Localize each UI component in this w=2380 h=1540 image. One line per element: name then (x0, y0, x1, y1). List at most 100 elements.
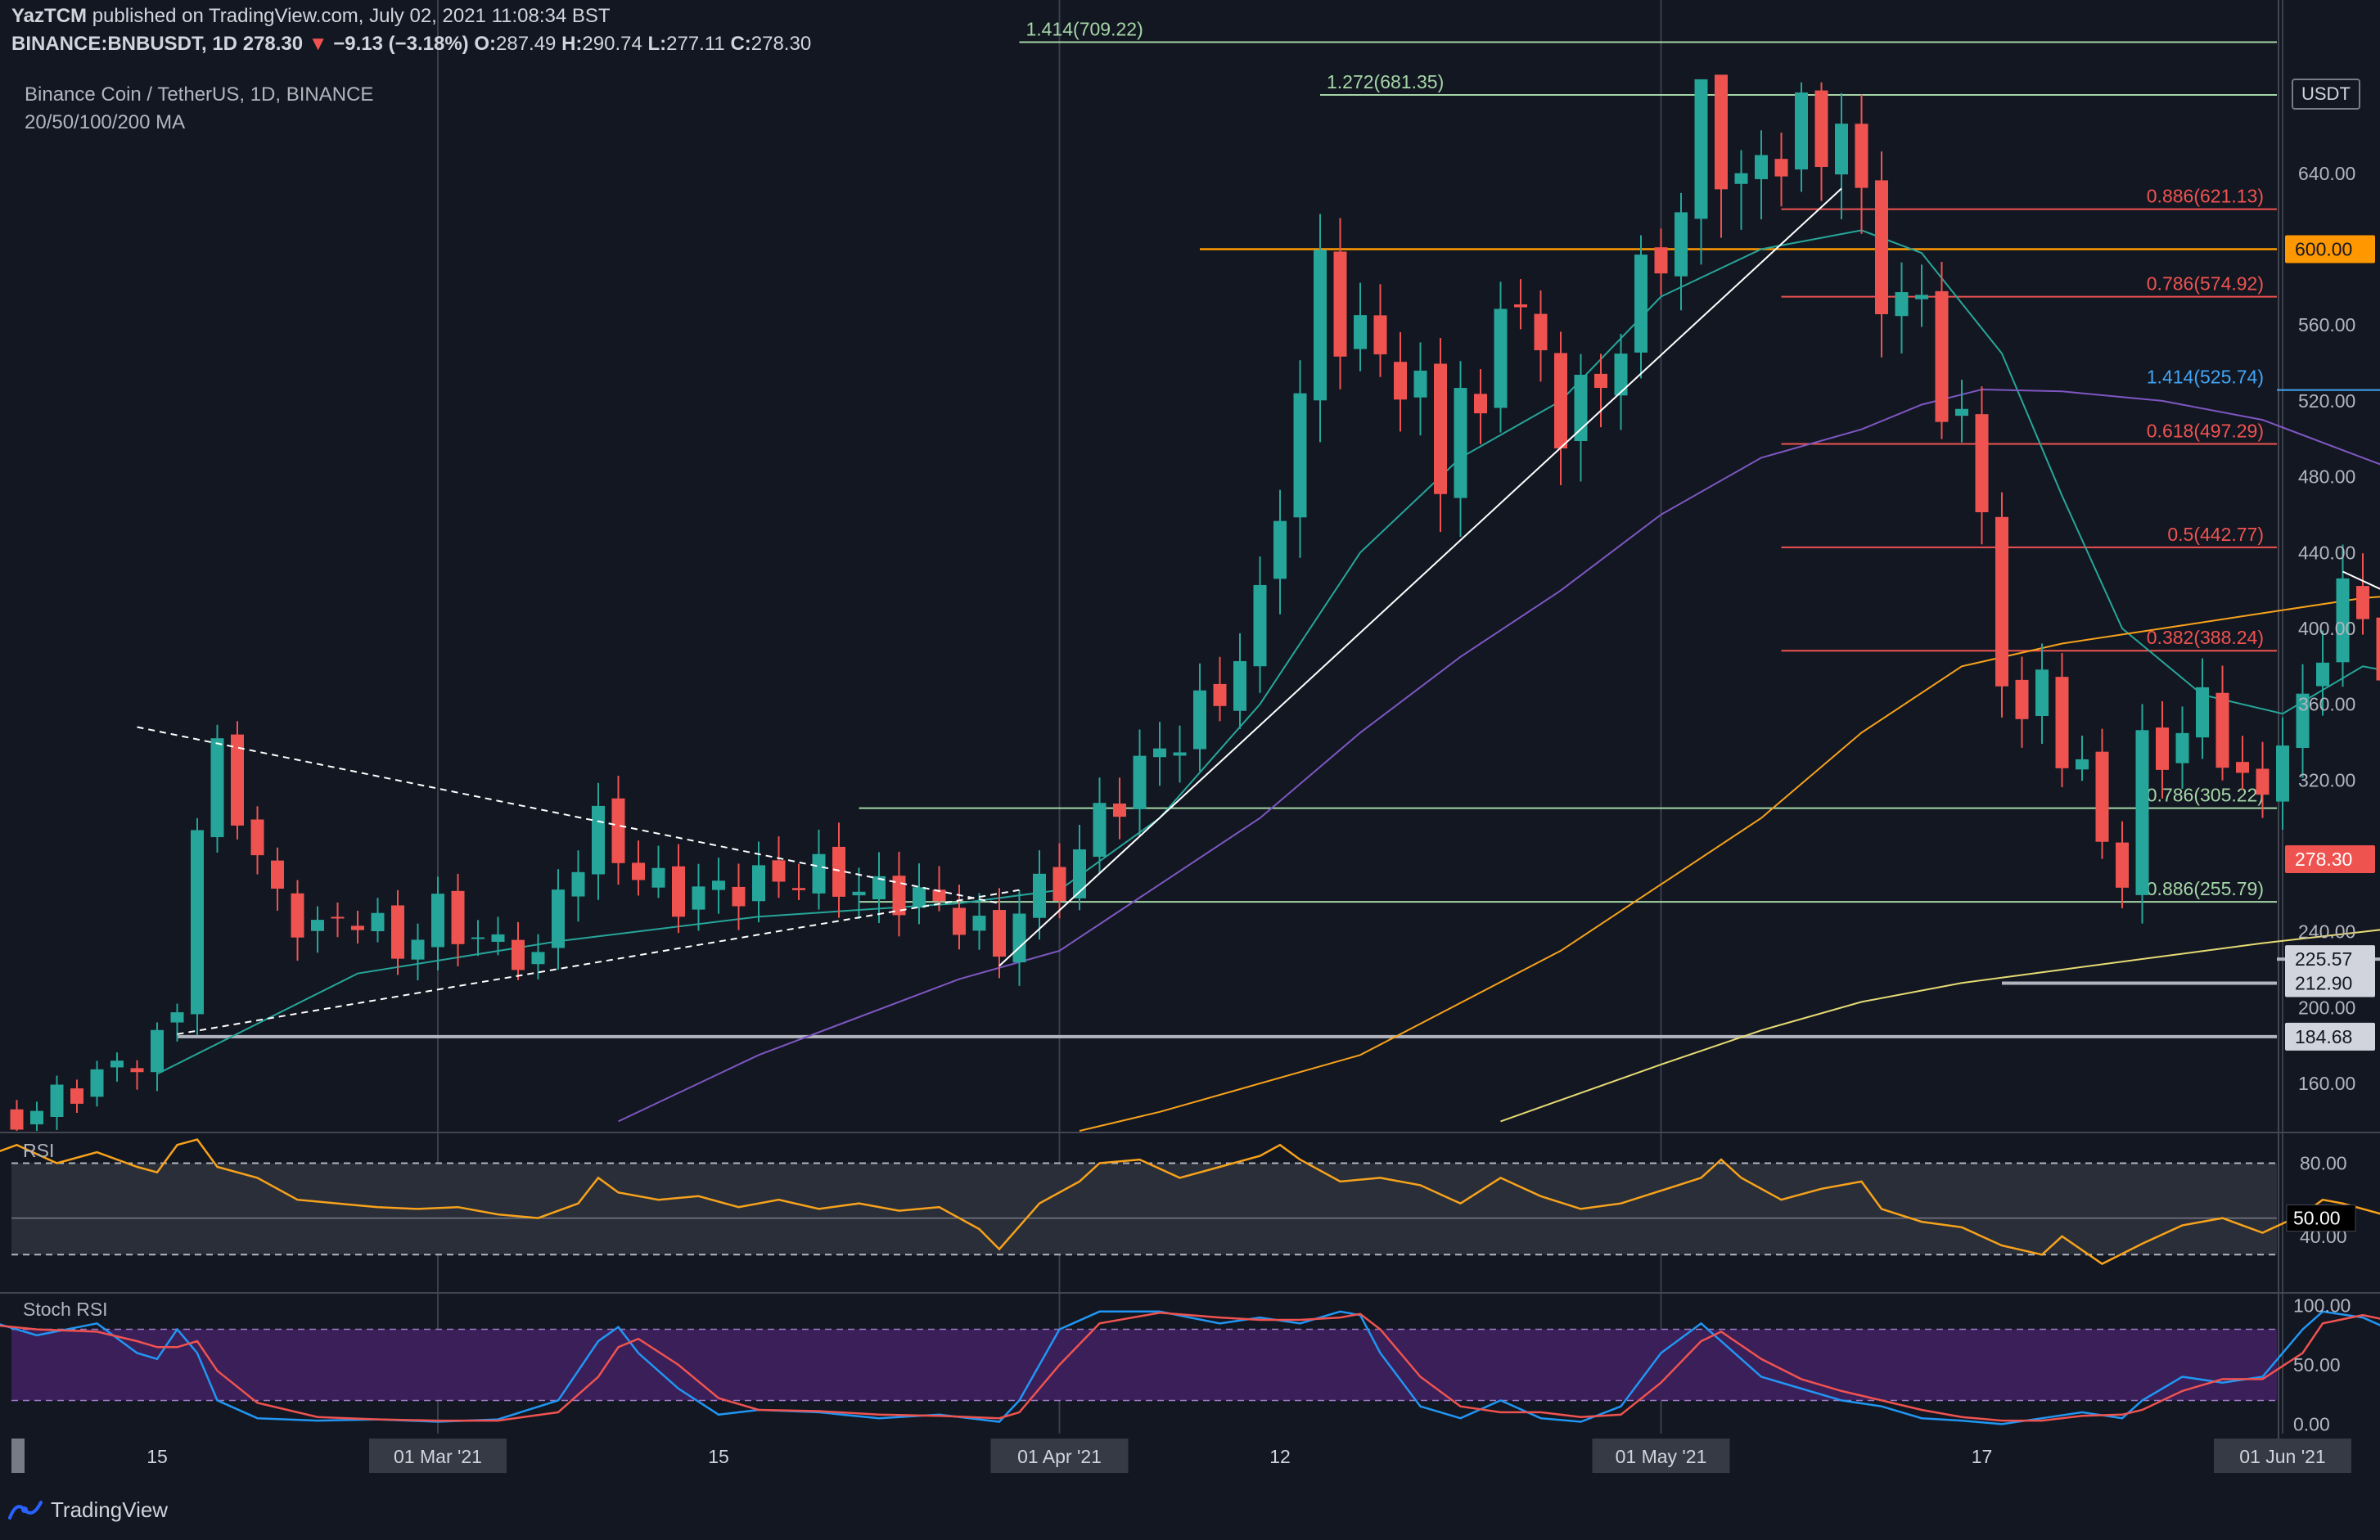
candle-body[interactable] (2376, 617, 2380, 681)
candle-body[interactable] (1293, 393, 1307, 518)
trendline[interactable] (177, 889, 1020, 1035)
candle-body[interactable] (2015, 679, 2029, 719)
candle[interactable] (2356, 553, 2369, 635)
candle[interactable] (2076, 735, 2089, 781)
candle-body[interactable] (1734, 173, 1748, 184)
candle-body[interactable] (271, 860, 284, 889)
candle-body[interactable] (712, 880, 725, 890)
rsi-pane[interactable]: RSI (0, 1138, 2380, 1265)
candle-body[interactable] (1935, 290, 1949, 422)
candle-body[interactable] (2296, 693, 2310, 748)
candle[interactable] (291, 880, 304, 961)
candle-body[interactable] (752, 865, 765, 902)
candle-body[interactable] (812, 853, 826, 894)
candle[interactable] (1594, 353, 1607, 428)
candle-body[interactable] (1634, 254, 1648, 353)
candle[interactable] (1995, 492, 2008, 718)
candle[interactable] (1113, 777, 1126, 840)
candle-body[interactable] (2276, 745, 2289, 802)
candle[interactable] (271, 847, 284, 911)
candle[interactable] (491, 916, 505, 956)
tradingview-logo[interactable]: TradingView (8, 1489, 168, 1530)
candle-body[interactable] (1333, 251, 1347, 357)
candle-body[interactable] (2076, 759, 2089, 770)
candle-body[interactable] (2336, 578, 2350, 663)
candle[interactable] (1955, 380, 1968, 443)
candle[interactable] (1975, 386, 1989, 545)
candle[interactable] (1053, 843, 1066, 919)
candle[interactable] (2256, 741, 2270, 818)
candle[interactable] (1634, 235, 1648, 379)
candle[interactable] (1253, 556, 1267, 693)
candle[interactable] (151, 1022, 164, 1092)
candle-body[interactable] (1675, 212, 1688, 277)
candle-body[interactable] (1394, 362, 1407, 400)
rsi-label[interactable]: RSI (23, 1140, 54, 1161)
candle-body[interactable] (1454, 388, 1467, 498)
candle-body[interactable] (972, 916, 986, 931)
stoch-rsi-pane[interactable]: Stoch RSI (0, 1299, 2380, 1425)
candle-body[interactable] (130, 1068, 144, 1073)
candle[interactable] (451, 873, 465, 966)
candle[interactable] (1273, 489, 1287, 615)
candle[interactable] (1715, 74, 1728, 238)
indicator-legend[interactable]: 20/50/100/200 MA (25, 111, 186, 133)
candle-body[interactable] (592, 805, 605, 875)
trendlines[interactable] (137, 187, 2380, 1035)
candle-body[interactable] (191, 830, 204, 1015)
candles[interactable] (10, 74, 2380, 1131)
candle-body[interactable] (491, 934, 505, 942)
candle[interactable] (1774, 133, 1788, 207)
candle[interactable] (792, 863, 805, 900)
candle-body[interactable] (1474, 394, 1487, 414)
candle-body[interactable] (512, 939, 525, 970)
candle-body[interactable] (170, 1012, 184, 1023)
candle[interactable] (1835, 92, 1848, 220)
candle[interactable] (1734, 150, 1748, 230)
candle[interactable] (90, 1060, 104, 1107)
candle-body[interactable] (1594, 373, 1607, 389)
candle-body[interactable] (1614, 353, 1628, 396)
trendline[interactable] (998, 187, 1842, 967)
candle-body[interactable] (1193, 690, 1206, 750)
publisher-name[interactable]: YazTCM (11, 5, 88, 27)
candle[interactable] (1494, 281, 1508, 433)
candle-body[interactable] (1795, 92, 1808, 170)
candle-body[interactable] (2156, 727, 2169, 770)
candle-body[interactable] (732, 886, 746, 907)
candle[interactable] (1574, 353, 1588, 482)
candle[interactable] (852, 867, 866, 920)
candle-body[interactable] (993, 910, 1006, 957)
candle-body[interactable] (1153, 748, 1166, 758)
candle-body[interactable] (672, 866, 685, 917)
candle[interactable] (391, 889, 404, 975)
candle-body[interactable] (552, 889, 565, 948)
candle[interactable] (2296, 664, 2310, 778)
candle[interactable] (1855, 94, 1868, 234)
candle-body[interactable] (1354, 315, 1367, 349)
candle-body[interactable] (2236, 762, 2249, 773)
candle[interactable] (651, 845, 665, 898)
candle[interactable] (1373, 284, 1387, 377)
candle-body[interactable] (1574, 374, 1588, 441)
stoch-label[interactable]: Stoch RSI (23, 1299, 108, 1320)
candle[interactable] (752, 841, 765, 923)
candle-body[interactable] (932, 889, 946, 902)
candle-body[interactable] (431, 894, 444, 948)
candle[interactable] (2055, 653, 2069, 787)
candle[interactable] (571, 850, 585, 922)
candle-body[interactable] (2035, 669, 2049, 717)
candle[interactable] (351, 911, 364, 944)
candle[interactable] (1915, 264, 1928, 327)
candle-body[interactable] (1273, 520, 1287, 579)
candle-body[interactable] (1314, 250, 1327, 401)
candle-body[interactable] (210, 738, 224, 838)
candle[interactable] (30, 1101, 43, 1131)
candle-body[interactable] (1694, 79, 1708, 219)
candle[interactable] (70, 1079, 83, 1113)
currency-button[interactable]: USDT (2292, 79, 2360, 110)
candle[interactable] (170, 1003, 184, 1042)
candle[interactable] (2236, 736, 2249, 790)
candle[interactable] (611, 776, 625, 885)
candle-body[interactable] (1855, 124, 1868, 188)
